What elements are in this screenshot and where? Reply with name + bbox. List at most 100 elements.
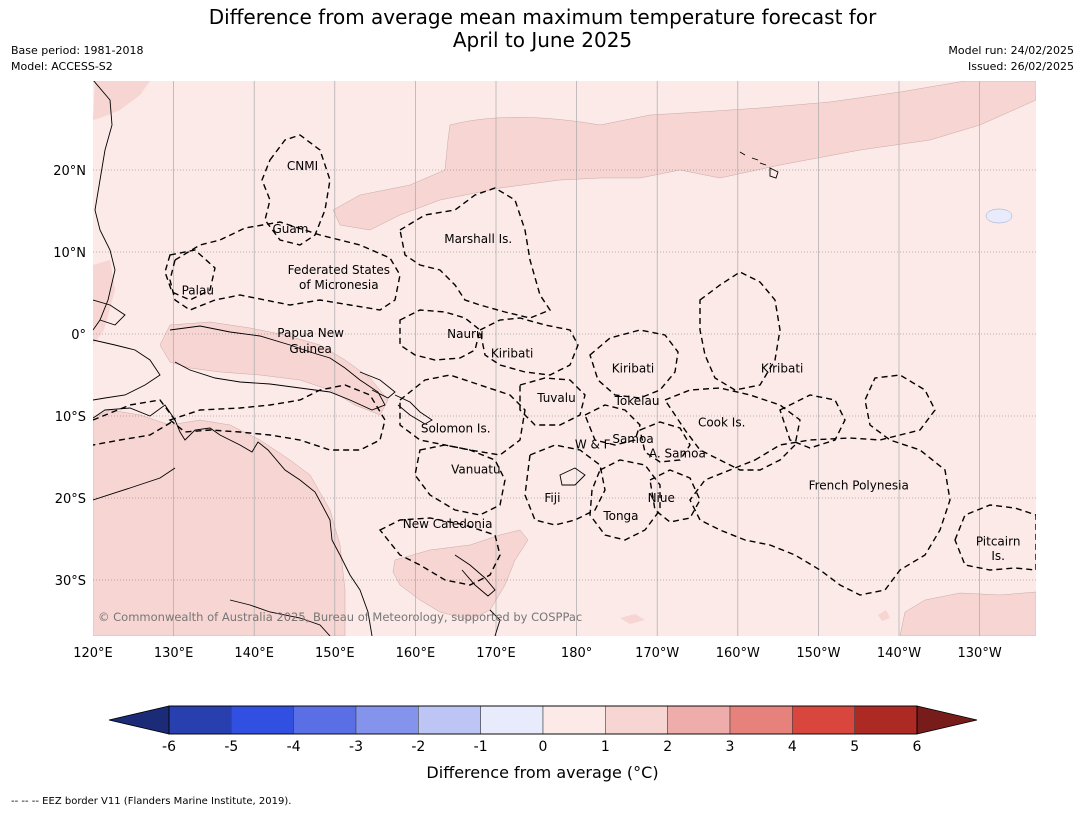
colorbar-segment xyxy=(355,705,419,735)
longitude-tick-label: 160°E xyxy=(396,646,436,661)
eez-footnote: -- -- -- EEZ border V11 (Flanders Marine… xyxy=(11,796,292,807)
region-label: Guinea xyxy=(289,342,332,356)
longitude-tick-label: 170°E xyxy=(476,646,516,661)
colorbar-extend-high xyxy=(916,705,978,735)
latitude-tick-label: 10°N xyxy=(53,246,86,261)
eez-solomons xyxy=(399,374,526,456)
colorbar-segment xyxy=(605,705,668,735)
eez-american-samoa xyxy=(639,421,691,463)
eez-kiribati-line xyxy=(779,394,846,449)
region-label: Kiribati xyxy=(612,361,654,375)
latitude-tick-label: 30°S xyxy=(55,574,86,589)
eez-kiribati-west xyxy=(479,317,579,376)
colorbar-title: Difference from average (°C) xyxy=(426,763,659,782)
eez-cnmi xyxy=(261,134,331,246)
colorbar-tick-label: -2 xyxy=(411,739,425,755)
meta-right: Model run: 24/02/2025 Issued: 26/02/2025 xyxy=(948,43,1074,75)
anomaly-shading xyxy=(93,81,1036,636)
warm-zone-small xyxy=(620,614,645,624)
colorbar-tick-label: 4 xyxy=(788,739,797,755)
colorbar-tick-label: 2 xyxy=(663,739,672,755)
coast-mindanao xyxy=(93,299,126,326)
longitude-tick-label: 120°E xyxy=(73,646,113,661)
warm-zone-philippines xyxy=(93,260,115,345)
colorbar-extend-low xyxy=(108,705,170,735)
latitude-tick-label: 20°N xyxy=(53,164,86,179)
map-panel xyxy=(93,81,1036,636)
colorbar-segment xyxy=(542,705,606,735)
colorbar-tick-label: 0 xyxy=(539,739,548,755)
coast-australia-south xyxy=(229,599,331,636)
latitude-labels: 20°N 10°N 0° 10°S 20°S 30°S xyxy=(53,164,86,589)
title-line-1: Difference from average mean maximum tem… xyxy=(208,5,877,29)
coast-philippines xyxy=(93,81,116,331)
coast-indonesia xyxy=(93,339,161,401)
region-label: CNMI xyxy=(287,159,318,173)
warm-zone-tasman xyxy=(392,529,529,621)
warm-zone-small-2 xyxy=(878,610,890,621)
cool-zone-patch xyxy=(985,208,1013,224)
longitude-labels: 120°E 130°E 140°E 150°E 160°E 170°E 180° 170°W 1… xyxy=(73,646,1002,661)
coast-australia xyxy=(93,404,373,636)
region-label: New Caledonia xyxy=(403,517,493,531)
colorbar-segment xyxy=(418,705,481,735)
warm-zone-north-pacific xyxy=(332,81,1036,231)
longitude-tick-label: 140°W xyxy=(877,646,921,661)
region-label: Nauru xyxy=(447,327,483,341)
coast-solomons xyxy=(394,394,433,425)
coast-new-zealand xyxy=(489,609,501,636)
coast-hawaii xyxy=(769,167,779,179)
eez-kiribati-central xyxy=(589,329,679,399)
colorbar-segment xyxy=(293,705,357,735)
colorbar-tick-label: 6 xyxy=(913,739,922,755)
warm-zone-south-east xyxy=(899,591,1036,636)
eez-fiji xyxy=(524,444,606,526)
region-label: Tuvalu xyxy=(536,391,576,405)
meta-left: Base period: 1981-2018 Model: ACCESS-S2 xyxy=(11,43,143,75)
colorbar-tick-label: 3 xyxy=(726,739,735,755)
coastlines xyxy=(93,81,779,636)
colorbar-segment xyxy=(667,705,731,735)
coast-hawaii-chain xyxy=(739,151,767,166)
eez-niue xyxy=(649,469,701,523)
colorbar-tick-label: -5 xyxy=(224,739,238,755)
region-label: Guam xyxy=(272,222,308,236)
coast-bismarck xyxy=(359,371,396,399)
colorbar-tick-label: 1 xyxy=(601,739,610,755)
coast-australia-west xyxy=(93,467,176,501)
issued-date: Issued: 26/02/2025 xyxy=(967,60,1074,73)
coast-new-caledonia xyxy=(454,554,496,597)
colorbar-segment xyxy=(480,705,544,735)
region-label: Kiribati xyxy=(761,361,803,375)
eez-cook-islands xyxy=(663,387,801,471)
region-label: W & F xyxy=(575,438,611,452)
eez-vanuatu xyxy=(414,444,506,516)
chart-title: Difference from average mean maximum tem… xyxy=(0,6,1085,52)
colorbar-segment xyxy=(168,705,232,735)
eez-marshall xyxy=(399,187,552,319)
longitude-tick-label: 130°E xyxy=(154,646,194,661)
longitude-tick-label: 140°E xyxy=(234,646,274,661)
colorbar-segment xyxy=(231,705,294,735)
latitude-tick-label: 0° xyxy=(71,328,86,343)
eez-pitcairn xyxy=(954,504,1036,571)
eez-wallis-samoa xyxy=(584,404,641,446)
latitude-tick-label: 10°S xyxy=(55,410,86,425)
eez-kiribati-east xyxy=(699,271,781,391)
model-run: Model run: 24/02/2025 xyxy=(948,44,1074,57)
eez-new-caledonia xyxy=(378,517,501,586)
region-label: Papua New xyxy=(277,326,344,340)
eez-indonesia-timor xyxy=(93,399,177,446)
coast-fiji xyxy=(559,467,586,486)
region-label: A. Samoa xyxy=(649,447,706,461)
region-label: of Micronesia xyxy=(299,278,379,292)
region-label: Federated States xyxy=(288,263,390,277)
eez-borders xyxy=(93,134,1036,596)
longitude-tick-label: 150°E xyxy=(315,646,355,661)
colorbar-tick-label: -6 xyxy=(162,739,176,755)
region-label: Vanuatu xyxy=(451,462,501,476)
warm-zone-east-asia xyxy=(93,81,150,120)
latitude-tick-label: 20°S xyxy=(55,492,86,507)
